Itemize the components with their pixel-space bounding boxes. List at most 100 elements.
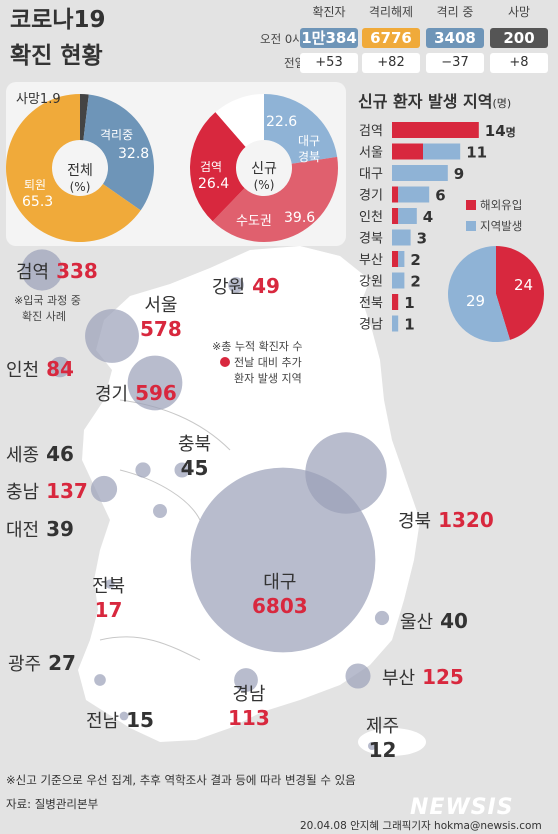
region-bubble [345,663,371,689]
pie-slice-local [448,246,511,342]
region-bubble [135,462,151,478]
footer-source: 자료: 질병관리본부 [6,797,99,811]
bar-category-label: 부산 [359,253,383,268]
region-name: 강원 [212,277,246,298]
region-value: 46 [39,442,74,466]
region-bubble [234,668,258,692]
map-legend-line3: 환자 발생 지역 [234,372,302,385]
bar-category-label: 검역 [359,124,383,139]
new-capital-label: 수도권 [236,214,272,229]
region-bubble [90,475,118,503]
region-label: 세종 46 [6,441,74,467]
region-name: 전남 [86,711,120,732]
legend-local-swatch [466,221,476,231]
region-label: 전남 15 [86,707,154,733]
region-label: 경기 596 [95,380,177,406]
donut-slice-other [215,94,264,147]
bar-overseas [392,186,399,203]
bar-value-label: 14명 [485,122,516,140]
donut-slice-quarantine [190,112,246,222]
total-released-value: 65.3 [22,194,54,210]
bar-unit-label: 명 [506,125,516,139]
map-legend-line1: ※총 누적 확진자 수 [212,340,303,353]
stat-value-released: 6776 [362,28,420,48]
bar-value-label: 2 [410,273,420,291]
region-label: 광주 27 [8,650,76,676]
donut-slice-daegu-gyeongbuk [264,94,338,164]
region-value: 338 [49,259,98,283]
new-daegu-value: 22.6 [266,114,298,130]
stat-diff-confirmed: +53 [300,53,358,73]
region-bubble [368,742,376,750]
region-label: 경북 1320 [398,507,494,533]
title-line-1: 코로나19 [10,7,106,33]
region-name: 대구 [263,572,297,593]
new-cases-title-text: 신규 환자 발생 지역 [358,92,493,111]
bar-value-label: 11 [466,144,487,162]
region-value: 15 [119,708,154,732]
stat-header-isolated: 격리 중 [436,5,474,19]
region-name: 전북 [92,576,126,597]
region-value: 1320 [431,508,494,532]
region-bubble [94,674,106,686]
region-value: 49 [245,274,280,298]
bar-category-label: 경기 [359,189,383,204]
region-label: 경남 113 [228,680,270,730]
region-bubble [85,309,139,363]
bar-value-label: 6 [435,187,445,205]
bar-category-label: 전북 [359,296,383,311]
region-label: 인천 84 [6,356,74,382]
region-name: 부산 [382,668,416,689]
bar-value-label: 2 [410,251,420,269]
region-bubble [127,355,183,411]
new-quarantine-value: 26.4 [198,176,230,192]
stat-diff-death: +8 [490,53,548,73]
region-bubble [49,356,71,378]
region-name: 세종 [6,445,40,466]
bar-local [398,208,417,224]
bar-local [398,186,430,203]
donut-slice-death [80,94,89,141]
region-value: 27 [41,651,76,675]
total-donut-center: 전체 [67,163,93,179]
region-bubble [228,277,244,293]
bar-overseas [392,122,479,138]
region-label: 충남 137 [6,478,88,504]
quarantine-note-1: ※입국 과정 중 [14,294,81,307]
region-value: 17 [94,598,123,622]
region-bubble [374,610,390,626]
total-released-label: 퇴원 [24,178,47,192]
region-value: 40 [433,609,468,633]
region-label: 검역 338 [16,258,98,284]
bar-value-label: 1 [404,316,414,334]
region-value: 39 [39,517,74,541]
bar-overseas [392,143,423,160]
newsis-logo: NEWSIS [410,795,514,820]
bar-category-label: 대구 [359,167,383,182]
region-value: 45 [180,456,209,480]
legend-local-label: 지역발생 [480,219,523,233]
new-capital-value: 39.6 [284,210,316,226]
bar-local [392,272,405,289]
bar-category-label: 경북 [359,232,383,247]
bar-value-label: 1 [404,294,414,312]
donut-slice-isolated [83,94,154,211]
title-line-2: 확진 현황 [10,43,103,69]
quarantine-note-2: 확진 사례 [22,310,66,323]
stat-value-confirmed: 1만384 [300,28,358,48]
region-name: 충북 [178,434,212,455]
total-isolated-label: 격리중 [100,128,134,142]
stat-header-confirmed: 확진자 [312,5,346,19]
jeju-island-shape [358,728,426,756]
bar-local [392,165,448,181]
bar-value-label: 3 [417,230,427,248]
region-name: 인천 [6,360,40,381]
region-name: 경기 [95,384,129,405]
region-name: 울산 [400,612,434,633]
region-label: 부산 125 [382,664,464,690]
stat-value-death: 200 [490,28,548,48]
region-name: 충남 [6,482,40,503]
region-label: 충북 45 [178,430,211,480]
bar-overseas [392,208,399,224]
